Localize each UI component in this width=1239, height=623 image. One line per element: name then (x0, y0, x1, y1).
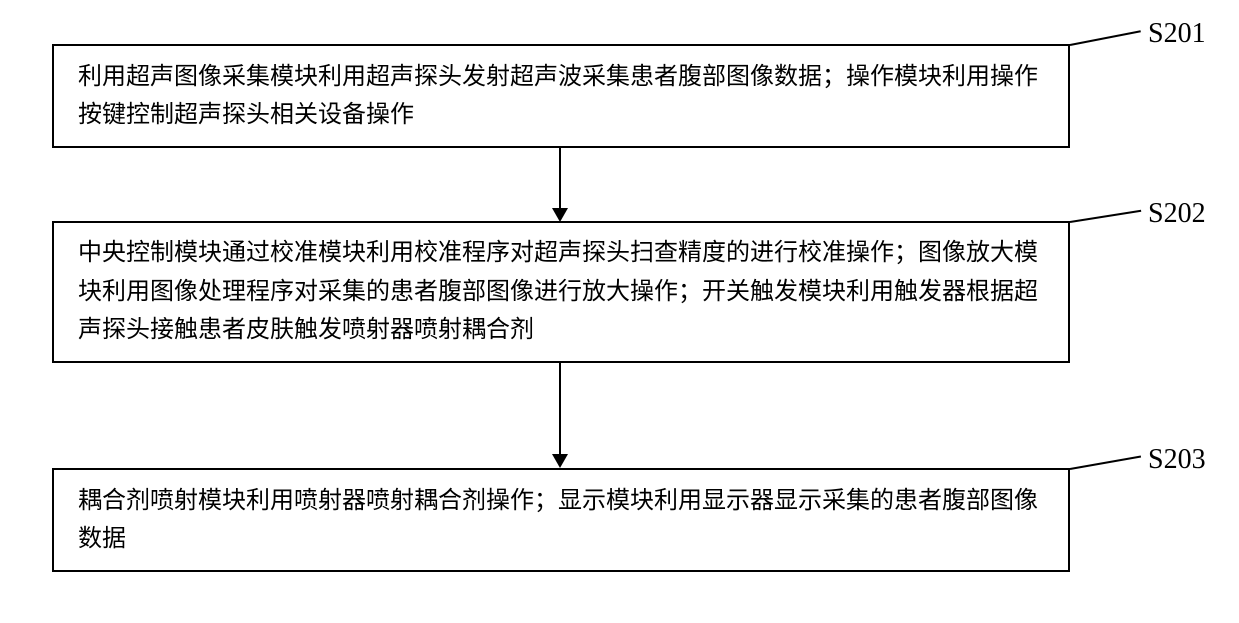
step-box-s203: 耦合剂喷射模块利用喷射器喷射耦合剂操作；显示模块利用显示器显示采集的患者腹部图像… (52, 468, 1070, 572)
step-text-s202: 中央控制模块通过校准模块利用校准程序对超声探头扫查精度的进行校准操作；图像放大模… (78, 234, 1044, 349)
label-connector-s202 (1070, 210, 1141, 223)
flowchart-canvas: 利用超声图像采集模块利用超声探头发射超声波采集患者腹部图像数据；操作模块利用操作… (0, 0, 1239, 623)
step-box-s202: 中央控制模块通过校准模块利用校准程序对超声探头扫查精度的进行校准操作；图像放大模… (52, 221, 1070, 363)
arrow-head-s202-s203 (552, 454, 568, 468)
step-text-s203: 耦合剂喷射模块利用喷射器喷射耦合剂操作；显示模块利用显示器显示采集的患者腹部图像… (78, 482, 1044, 559)
step-box-s201: 利用超声图像采集模块利用超声探头发射超声波采集患者腹部图像数据；操作模块利用操作… (52, 44, 1070, 148)
arrow-line-s202-s203 (559, 363, 561, 455)
label-connector-s201 (1070, 30, 1141, 46)
label-connector-s203 (1070, 456, 1141, 470)
step-label-s202: S202 (1148, 198, 1206, 230)
step-label-s201: S201 (1148, 18, 1206, 50)
step-label-s203: S203 (1148, 444, 1206, 476)
arrow-line-s201-s202 (559, 148, 561, 209)
arrow-head-s201-s202 (552, 208, 568, 222)
step-text-s201: 利用超声图像采集模块利用超声探头发射超声波采集患者腹部图像数据；操作模块利用操作… (78, 58, 1044, 135)
